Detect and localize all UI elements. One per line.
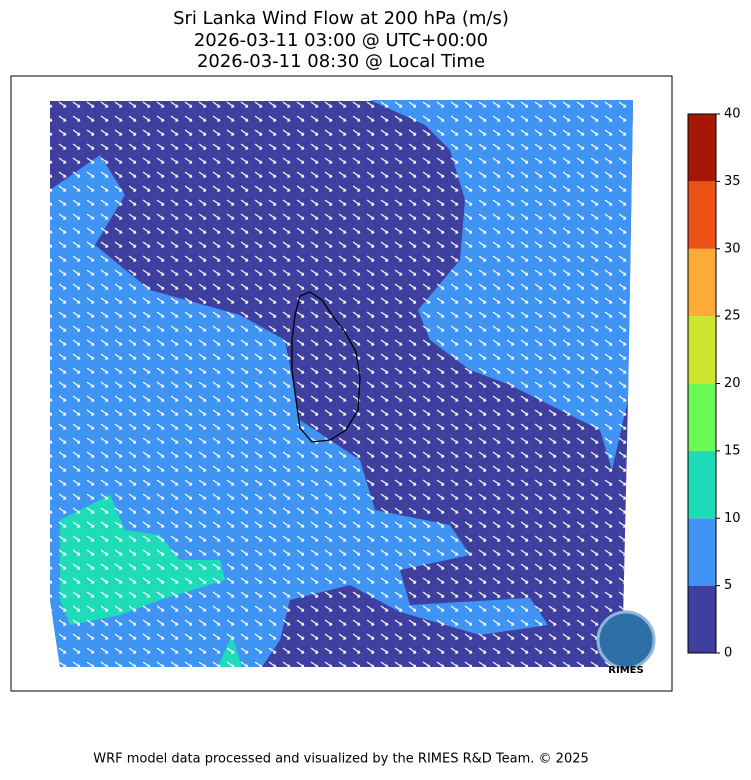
title-line: 2026-03-11 03:00 @ UTC+00:00 <box>194 30 488 51</box>
map <box>50 100 633 667</box>
colorbar-tick-label: 30 <box>724 241 741 256</box>
logo-emblem <box>596 610 656 670</box>
colorbar-tick-label: 25 <box>724 309 741 324</box>
colorbar-tick-label: 20 <box>724 376 741 391</box>
logo-text: RIMES <box>608 665 643 676</box>
wind-arrows <box>50 101 633 667</box>
colorbar-segment <box>688 518 716 586</box>
colorbar-tick-label: 35 <box>724 174 741 189</box>
colorbar-segment <box>688 181 716 249</box>
colorbar-tick-label: 5 <box>724 578 732 593</box>
colorbar-segment <box>688 383 716 451</box>
colorbar-tick-label: 15 <box>724 443 741 458</box>
colorbar-segment <box>688 585 716 653</box>
colorbar-tick-label: 10 <box>724 511 741 526</box>
sri-lanka-outline <box>291 291 361 443</box>
colorbar-segment <box>688 248 716 317</box>
colorbar-segment <box>688 114 716 182</box>
colorbar-tick-label: 0 <box>724 646 732 661</box>
colorbar-segment <box>688 316 716 384</box>
title-line: Sri Lanka Wind Flow at 200 hPa (m/s) <box>173 8 509 29</box>
colorbar: 0 5 10 15 20 25 30 35 40 <box>687 107 741 661</box>
colorbar-segment <box>688 450 716 519</box>
colorbar-tick-label: 40 <box>724 107 741 122</box>
logo: RIMES <box>596 610 656 676</box>
title-line: 2026-03-11 08:30 @ Local Time <box>197 51 485 72</box>
footer: WRF model data processed and visualized … <box>93 752 589 767</box>
